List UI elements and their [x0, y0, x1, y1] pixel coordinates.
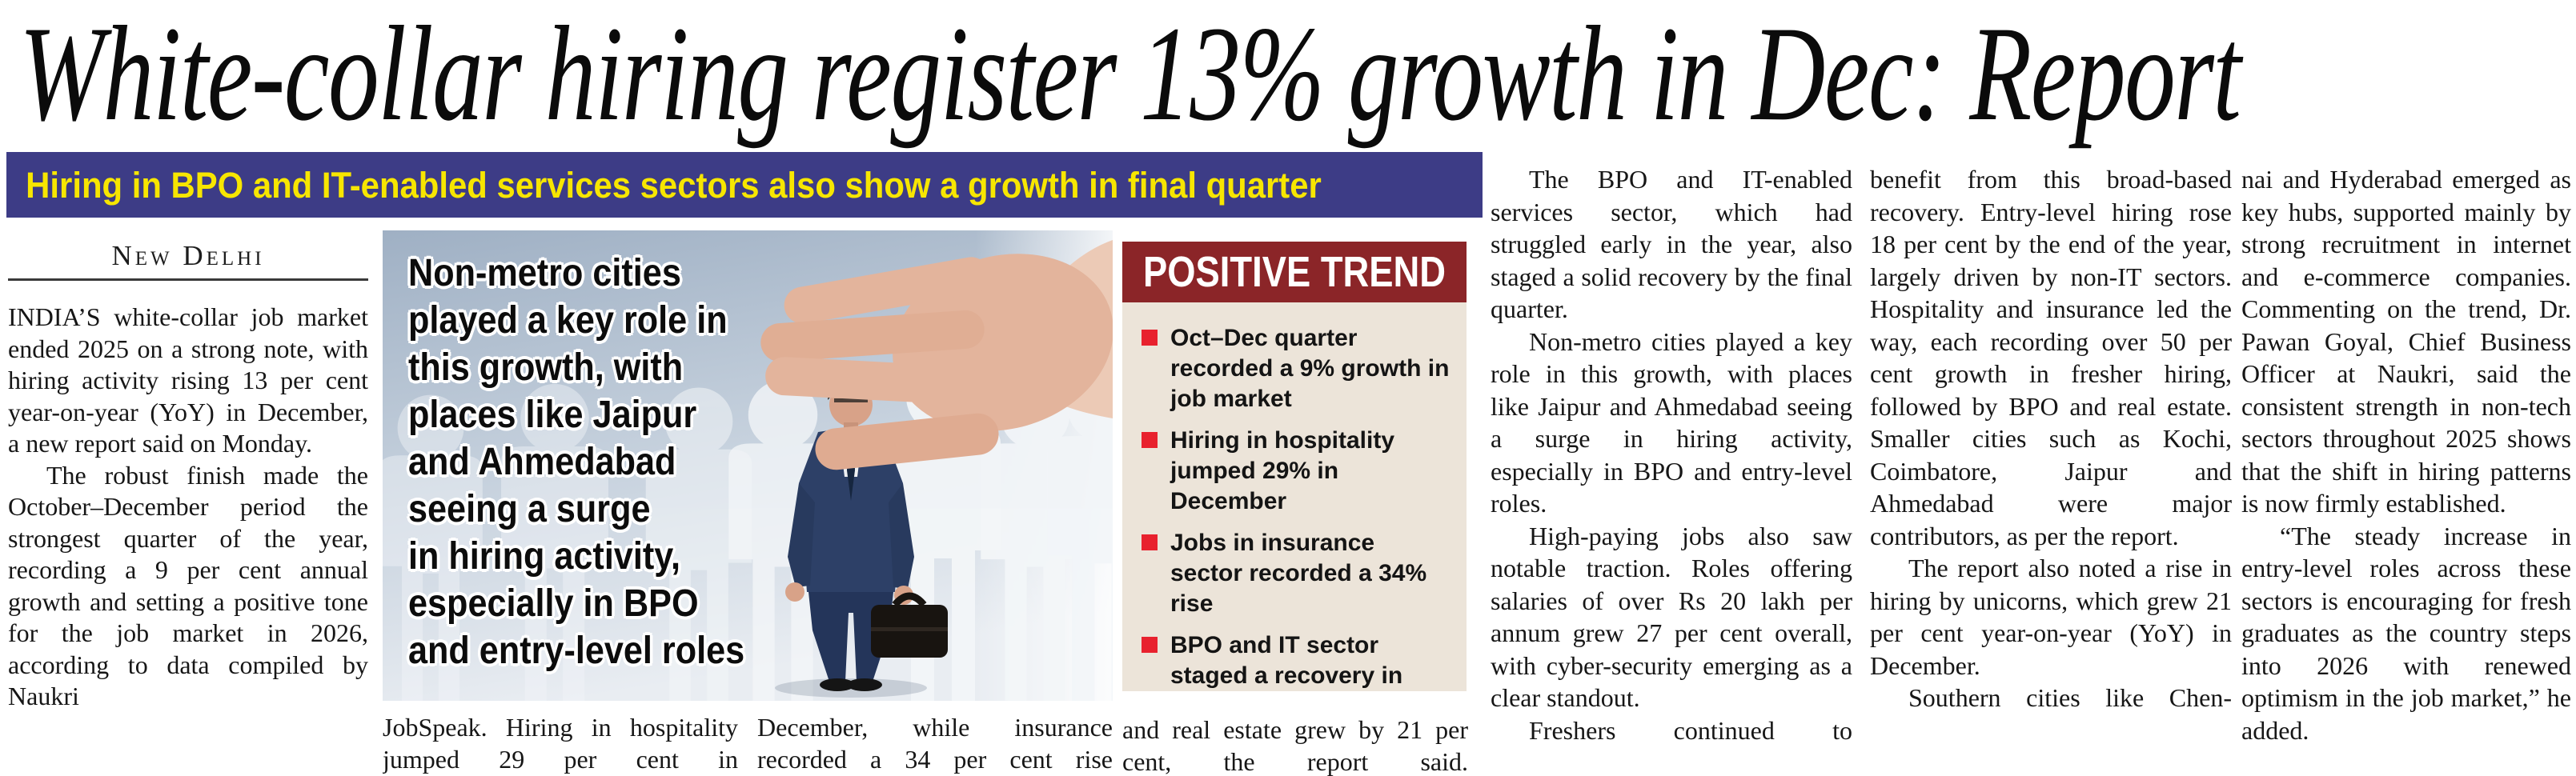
subhead-banner: Hiring in BPO and IT-enabled services se…	[6, 152, 1483, 218]
body-paragraph: and real estate grew by 21 per cent, the…	[1122, 715, 1468, 776]
positive-trend-header: POSITIVE TREND	[1122, 242, 1467, 302]
dateline: New Delhi	[111, 240, 265, 271]
headline-text: White-collar hiring register 13% growth …	[19, 0, 2241, 149]
article-column-4-continuation: and real estate grew by 21 per cent, the…	[1122, 714, 1468, 776]
body-paragraph: The report also noted a rise in hiring b…	[1870, 554, 2232, 680]
trend-bullet-text: Hiring in hospitality jumped 29% in Dece…	[1170, 427, 1395, 514]
body-paragraph: JobSpeak. Hiring in hospitality jumped 2…	[383, 713, 738, 774]
bullet-square-icon	[1142, 330, 1158, 346]
photo-illustration	[383, 230, 1113, 701]
article-column-5: The BPO and IT-enabled services sector, …	[1491, 163, 1852, 776]
trend-bullet-text: BPO and IT sector staged a recovery in f…	[1170, 632, 1403, 689]
trend-bullet-item: Jobs in insurance sector recorded a 34% …	[1142, 528, 1451, 619]
article-column-6: benefit from this broad-based recovery. …	[1870, 163, 2232, 776]
photo: Non-metro cities played a key role in th…	[383, 230, 1113, 701]
trend-bullet-text: Jobs in insurance sector recorded a 34% …	[1170, 530, 1427, 617]
body-paragraph: INDIA’S white-collar job market ended 20…	[8, 302, 368, 458]
article-column-7: nai and Hyderabad emerged as key hubs, s…	[2241, 163, 2571, 776]
trend-bullet-text: Oct–Dec quarter recorded a 9% growth in …	[1170, 325, 1450, 412]
body-paragraph: December, while insurance recorded a 34 …	[757, 713, 1113, 774]
trend-bullet-item: BPO and IT sector staged a recovery in f…	[1142, 630, 1451, 691]
positive-trend-list: Oct–Dec quarter recorded a 9% growth in …	[1122, 302, 1467, 691]
subhead-banner-text: Hiring in BPO and IT-enabled services se…	[26, 164, 1322, 206]
article-column-1: New Delhi INDIA’S white-collar job marke…	[8, 232, 368, 776]
body-paragraph: nai and Hyderabad emerged as key hubs, s…	[2241, 165, 2571, 518]
body-paragraph: Freshers continued to	[1529, 715, 1852, 745]
body-paragraph: The BPO and IT-enabled services sector, …	[1491, 165, 1852, 323]
positive-trend-box: POSITIVE TREND Oct–Dec quarter recorded …	[1122, 242, 1467, 691]
trend-bullet-item: Oct–Dec quarter recorded a 9% growth in …	[1142, 323, 1451, 414]
article-column-2-continuation: JobSpeak. Hiring in hospitality jumped 2…	[383, 712, 738, 776]
positive-trend-title: POSITIVE TREND	[1142, 248, 1446, 296]
photo-overlay-text: Non-metro cities played a key role in th…	[408, 252, 745, 672]
bullet-square-icon	[1142, 637, 1158, 653]
picking-hand	[760, 240, 1113, 470]
bullet-square-icon	[1142, 432, 1158, 448]
article-column-3-continuation: December, while insurance recorded a 34 …	[757, 712, 1113, 776]
trend-bullet-item: Hiring in hospitality jumped 29% in Dece…	[1142, 426, 1451, 517]
article-headline: White-collar hiring register 13% growth …	[19, 2, 2576, 146]
body-paragraph: “The steady increase in entry-level role…	[2241, 521, 2571, 745]
dateline-rule	[8, 278, 368, 281]
body-paragraph: Southern cities like Chen-	[1908, 683, 2232, 712]
bullet-square-icon	[1142, 534, 1158, 550]
body-paragraph: Non-metro cities played a key role in th…	[1491, 326, 1852, 518]
glasses-icon	[834, 398, 868, 402]
body-paragraph: High-paying jobs also saw notable tracti…	[1491, 521, 1852, 713]
body-paragraph: The robust finish made the October–Decem…	[8, 460, 368, 711]
body-paragraph: benefit from this broad-based recovery. …	[1870, 165, 2232, 550]
